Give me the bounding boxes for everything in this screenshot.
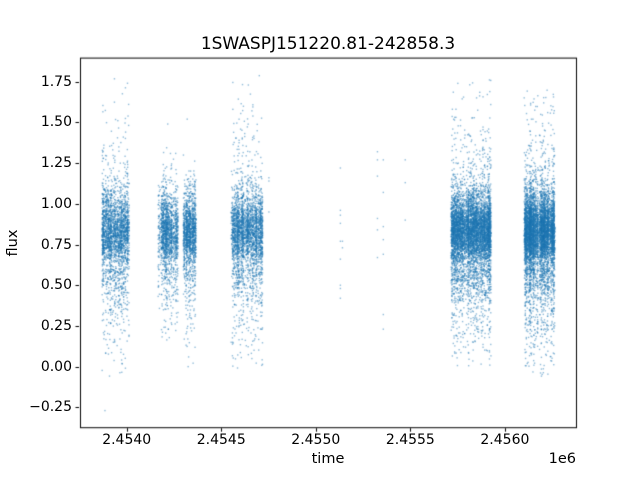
y-tick-label: 0.00 [40,358,72,375]
y-tick-label: −0.25 [29,399,72,416]
x-tick-label: 2.4560 [480,432,530,448]
chart-title: 1SWASPJ151220.81-242858.3 [200,34,456,54]
y-tick-label: 0.50 [40,277,72,294]
x-tick-label: 2.4550 [291,432,341,448]
x-axis-offset-label: 1e6 [548,451,576,467]
x-axis-label: time [311,451,345,467]
x-tick-label: 2.4540 [102,432,152,448]
y-tick-label: 0.75 [40,236,72,253]
y-tick-label: 1.50 [40,114,72,131]
y-tick-label: 1.75 [40,73,72,90]
y-tick-label: 0.25 [40,317,72,334]
x-tick-label: 2.4555 [385,432,435,448]
x-tick-label: 2.4545 [196,432,246,448]
y-tick-label: 1.00 [40,195,72,212]
y-tick-label: 1.25 [40,155,72,172]
